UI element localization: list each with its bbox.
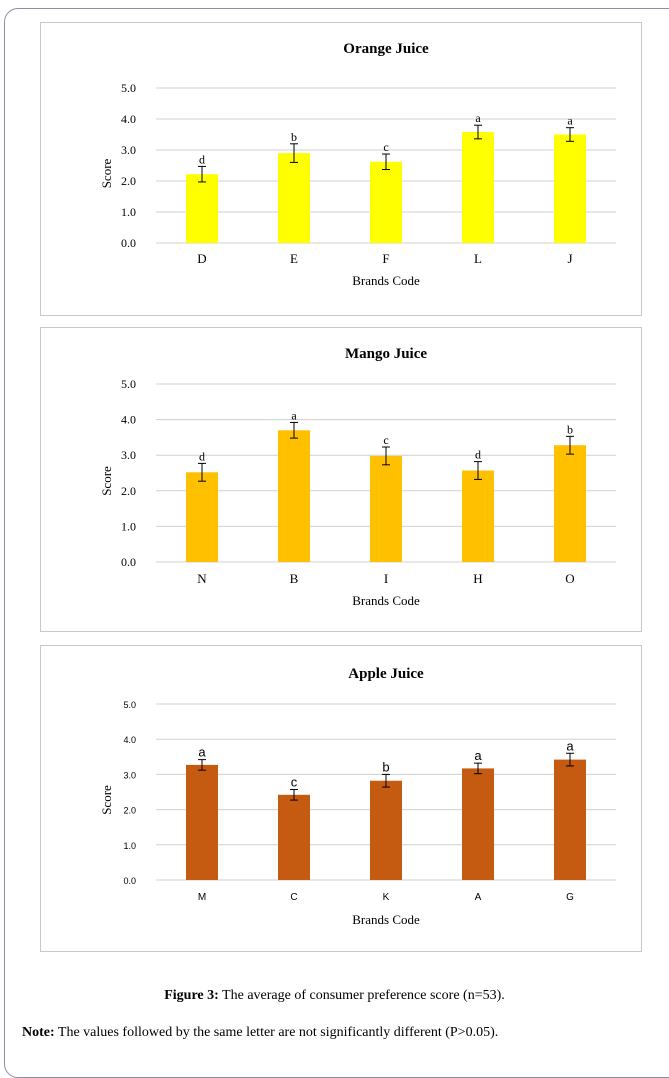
bar-N [186, 472, 218, 562]
significance-letter: c [383, 140, 388, 154]
significance-letter: d [199, 449, 205, 463]
y-axis-label: Score [99, 158, 114, 188]
chart-title: Orange Juice [343, 41, 429, 57]
y-tick-label: 4.0 [123, 735, 136, 745]
bar-O [554, 445, 586, 562]
figure-note-label: Note: [22, 1025, 55, 1040]
x-tick-label: E [290, 251, 298, 266]
bar-M [186, 764, 218, 880]
x-tick-label: M [198, 892, 206, 903]
x-axis-label: Brands Code [352, 912, 420, 927]
x-axis-label: Brands Code [352, 593, 420, 608]
y-tick-label: 1.0 [121, 519, 136, 533]
chart-title: Mango Juice [345, 346, 427, 362]
bar-B [278, 430, 310, 562]
y-tick-label: 0.0 [121, 236, 136, 250]
significance-letter: a [567, 114, 573, 128]
figure-caption: Figure 3: The average of consumer prefer… [0, 988, 669, 1004]
y-tick-label: 5.0 [121, 377, 136, 391]
y-tick-label: 5.0 [121, 81, 136, 95]
x-tick-label: I [384, 571, 388, 586]
significance-letter: a [474, 748, 482, 763]
bar-D [186, 174, 218, 243]
x-tick-label: C [290, 892, 297, 903]
y-tick-label: 4.0 [121, 112, 136, 126]
y-tick-label: 3.0 [121, 448, 136, 462]
x-tick-label: K [383, 892, 390, 903]
y-tick-label: 2.0 [121, 174, 136, 188]
figure-caption-label: Figure 3: [164, 988, 219, 1003]
y-tick-label: 2.0 [123, 806, 136, 816]
bar-I [370, 455, 402, 562]
significance-letter: a [291, 408, 297, 422]
y-tick-label: 1.0 [121, 205, 136, 219]
x-tick-label: F [382, 251, 389, 266]
bar-A [462, 768, 494, 880]
bar-F [370, 161, 402, 243]
significance-letter: a [475, 111, 481, 125]
significance-letter: a [198, 745, 206, 760]
bar-K [370, 780, 402, 880]
x-tick-label: B [290, 571, 299, 586]
significance-letter: a [566, 738, 574, 753]
significance-letter: b [567, 422, 573, 436]
apple-juice-chart: Apple Juice 0.0 1.0 2.0 3.0 4.0 5.0 Score a Mc Cb K… [99, 666, 616, 927]
y-tick-label: 4.0 [121, 413, 136, 427]
y-tick-label: 0.0 [123, 876, 136, 886]
x-axis-label: Brands Code [352, 273, 420, 288]
bar-J [554, 134, 586, 243]
x-tick-label: J [567, 251, 572, 266]
significance-letter: c [291, 775, 298, 790]
y-tick-label: 3.0 [123, 770, 136, 780]
chart-title: Apple Juice [348, 666, 424, 682]
significance-letter: b [291, 130, 297, 144]
x-tick-label: H [473, 571, 482, 586]
significance-letter: d [475, 448, 481, 462]
x-tick-label: N [197, 571, 207, 586]
x-tick-label: G [566, 892, 574, 903]
x-tick-label: A [475, 892, 482, 903]
significance-letter: b [382, 759, 389, 774]
y-tick-label: 1.0 [123, 841, 136, 851]
figure-note-text: The values followed by the same letter a… [54, 1025, 499, 1040]
y-axis-label: Score [99, 466, 114, 496]
x-tick-label: L [474, 251, 482, 266]
bar-E [278, 153, 310, 243]
bar-G [554, 759, 586, 880]
y-tick-label: 2.0 [121, 484, 136, 498]
bar-L [462, 132, 494, 243]
y-tick-label: 0.0 [121, 555, 136, 569]
significance-letter: d [199, 152, 205, 166]
mango-juice-chart: Mango Juice 0.0 1.0 2.0 3.0 4.0 5.0 Score d Na Bc I… [99, 346, 616, 608]
figure-caption-text: The average of consumer preference score… [218, 988, 505, 1003]
x-tick-label: O [565, 571, 574, 586]
bar-C [278, 794, 310, 880]
y-tick-label: 3.0 [121, 143, 136, 157]
y-tick-label: 5.0 [123, 700, 136, 710]
orange-juice-chart: Orange Juice 0.0 1.0 2.0 3.0 4.0 5.0 Score d Db Ec… [99, 41, 616, 288]
figure-note: Note: The values followed by the same le… [22, 1025, 662, 1041]
x-tick-label: D [197, 251, 206, 266]
significance-letter: c [383, 433, 388, 447]
y-axis-label: Score [99, 785, 114, 815]
bar-H [462, 470, 494, 562]
